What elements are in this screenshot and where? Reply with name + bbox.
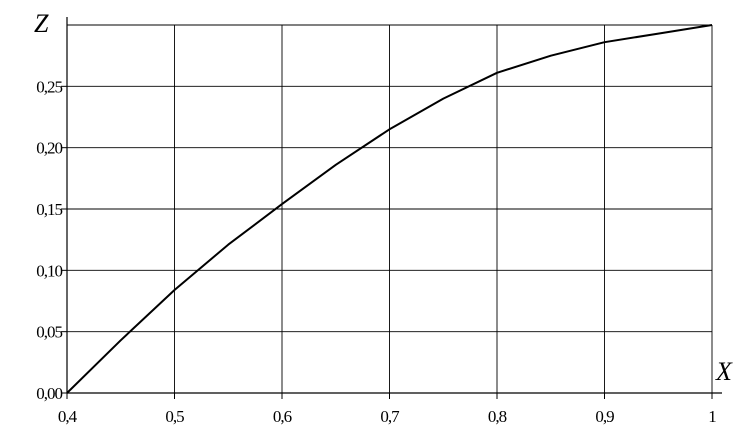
x-tick-label-5: 0,9 [595,407,614,426]
x-tick-label-2: 0,6 [273,407,292,426]
x-tick-labels: 0,4 0,5 0,6 0,7 0,8 0,9 1 [58,407,717,426]
y-tick-labels: 0,00 0,05 0,10 0,15 0,20 0,25 [36,77,63,403]
y-tick-label-3: 0,15 [36,200,62,219]
y-tick-label-2: 0,10 [36,261,62,280]
axes [61,17,722,399]
x-axis-label: X [715,357,733,386]
y-tick-label-4: 0,20 [36,139,62,158]
x-tick-label-0: 0,4 [58,407,78,426]
x-tick-label-4: 0,8 [488,407,507,426]
y-tick-label-0: 0,00 [36,384,62,403]
x-tick-label-6: 1 [708,407,716,426]
series-group [66,24,713,394]
grid [66,24,713,394]
x-tick-label-3: 0,7 [380,407,400,426]
y-axis-label: Z [34,9,49,38]
y-tick-label-5: 0,25 [36,77,62,96]
series-line-0 [66,24,713,394]
y-tick-label-1: 0,05 [36,323,62,342]
x-tick-label-1: 0,5 [165,407,184,426]
